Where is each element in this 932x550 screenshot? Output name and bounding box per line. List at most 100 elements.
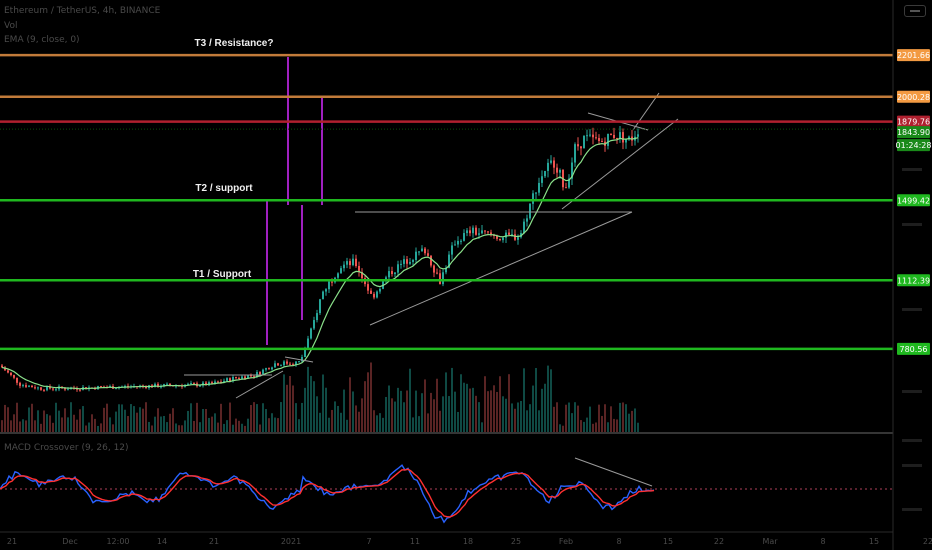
volume-bar [268, 418, 270, 432]
volume-bar [154, 416, 156, 432]
volume-bar [412, 417, 414, 432]
volume-bar [379, 413, 381, 432]
volume-bar [367, 372, 369, 432]
candle-body [64, 388, 66, 390]
candle-body [235, 376, 237, 378]
volume-bar [634, 408, 636, 432]
volume-bar [163, 415, 165, 432]
volume-bar [541, 388, 543, 432]
volume-bar [487, 391, 489, 432]
candle-body [100, 386, 102, 388]
candle-body [439, 273, 441, 285]
volume-bar [253, 402, 255, 432]
candle-body [385, 277, 387, 281]
trendline[interactable] [284, 356, 314, 363]
trendlines [184, 92, 679, 399]
volume-bar [403, 402, 405, 432]
candle-body [589, 134, 591, 136]
candle-body [496, 235, 498, 239]
volume-bar [448, 396, 450, 432]
volume-bar [418, 416, 420, 432]
candle-body [421, 248, 423, 252]
candle-body [67, 389, 69, 391]
volume-bar [553, 406, 555, 432]
volume-bar [511, 403, 513, 432]
candle-body [49, 386, 51, 389]
volume-bar [136, 412, 138, 432]
candle-body [616, 137, 618, 139]
trendline[interactable] [632, 92, 660, 131]
volume-bar [175, 423, 177, 432]
x-tick-label: 8 [616, 537, 621, 546]
candle-body [265, 368, 267, 370]
candle-body [190, 383, 192, 385]
x-tick-label: 7 [366, 537, 371, 546]
volume-bar [232, 424, 234, 432]
candle-body [271, 367, 273, 370]
candle-body [511, 234, 513, 236]
candle-body [580, 146, 582, 149]
macd-line [0, 464, 655, 524]
candle-body [226, 378, 228, 381]
volume-bar [25, 420, 27, 432]
volume-bar [199, 422, 201, 432]
volume-bar [625, 404, 627, 432]
trendline[interactable] [235, 370, 284, 399]
candle-body [601, 140, 603, 142]
volume-bar [316, 396, 318, 432]
candle-body [292, 364, 294, 366]
volume-bar [151, 425, 153, 432]
ema-line [1, 137, 639, 390]
volume-bar [484, 376, 486, 432]
x-tick-label: 12:00 [106, 537, 129, 546]
candle-body [55, 389, 57, 391]
candle-body [319, 299, 321, 314]
volume-bar [118, 404, 120, 432]
candle-body [304, 348, 306, 358]
candle-body [613, 134, 615, 138]
volume-bar [229, 402, 231, 432]
volume-bar [565, 404, 567, 432]
price-badge-label: 2000.28 [897, 93, 930, 102]
trendline[interactable] [369, 211, 633, 326]
volume-bar [19, 421, 21, 432]
price-badges: 2201.66 2000.28 1879.76 1499.42 1112.39 780.5… [896, 49, 931, 355]
ema-label: EMA (9, close, 0) [4, 35, 80, 45]
candle-body [211, 382, 213, 384]
volume-bar [10, 420, 12, 432]
volume-bar [106, 403, 108, 432]
x-tick-label: 25 [511, 537, 521, 546]
volume-bar [460, 374, 462, 432]
x-tick-label: 14 [157, 537, 167, 546]
candle-body [448, 254, 450, 268]
volume-bar [250, 405, 252, 432]
volume-bar [586, 417, 588, 432]
volume-bar [478, 402, 480, 432]
volume-bar [400, 390, 402, 432]
volume-bar [355, 405, 357, 432]
volume-bar [568, 402, 570, 432]
volume-bar [13, 414, 15, 432]
volume-bar [415, 390, 417, 432]
candle-body [394, 272, 396, 275]
candle-body [535, 192, 537, 194]
volume-bar [514, 408, 516, 432]
candle-body [373, 293, 375, 298]
volume-bar [157, 408, 159, 432]
volume-bar [382, 417, 384, 432]
volume-label: Vol [4, 21, 18, 31]
trendline[interactable] [561, 118, 679, 210]
macd-trendline [574, 457, 653, 487]
volume-bar [409, 368, 411, 432]
volume-bar [127, 416, 129, 432]
volume-bar [304, 387, 306, 432]
time-axis[interactable]: 21 Dec 12:00 14 21 2021 7 11 18 25 Feb 8 15 22 Mar 8 15 2… [7, 537, 932, 546]
candle-body [244, 376, 246, 379]
minimize-icon[interactable] [904, 5, 926, 17]
volume-bar [610, 406, 612, 432]
candle-body [619, 132, 621, 139]
candle-body [427, 253, 429, 256]
candle-body [508, 232, 510, 235]
volume-bar [79, 409, 81, 432]
